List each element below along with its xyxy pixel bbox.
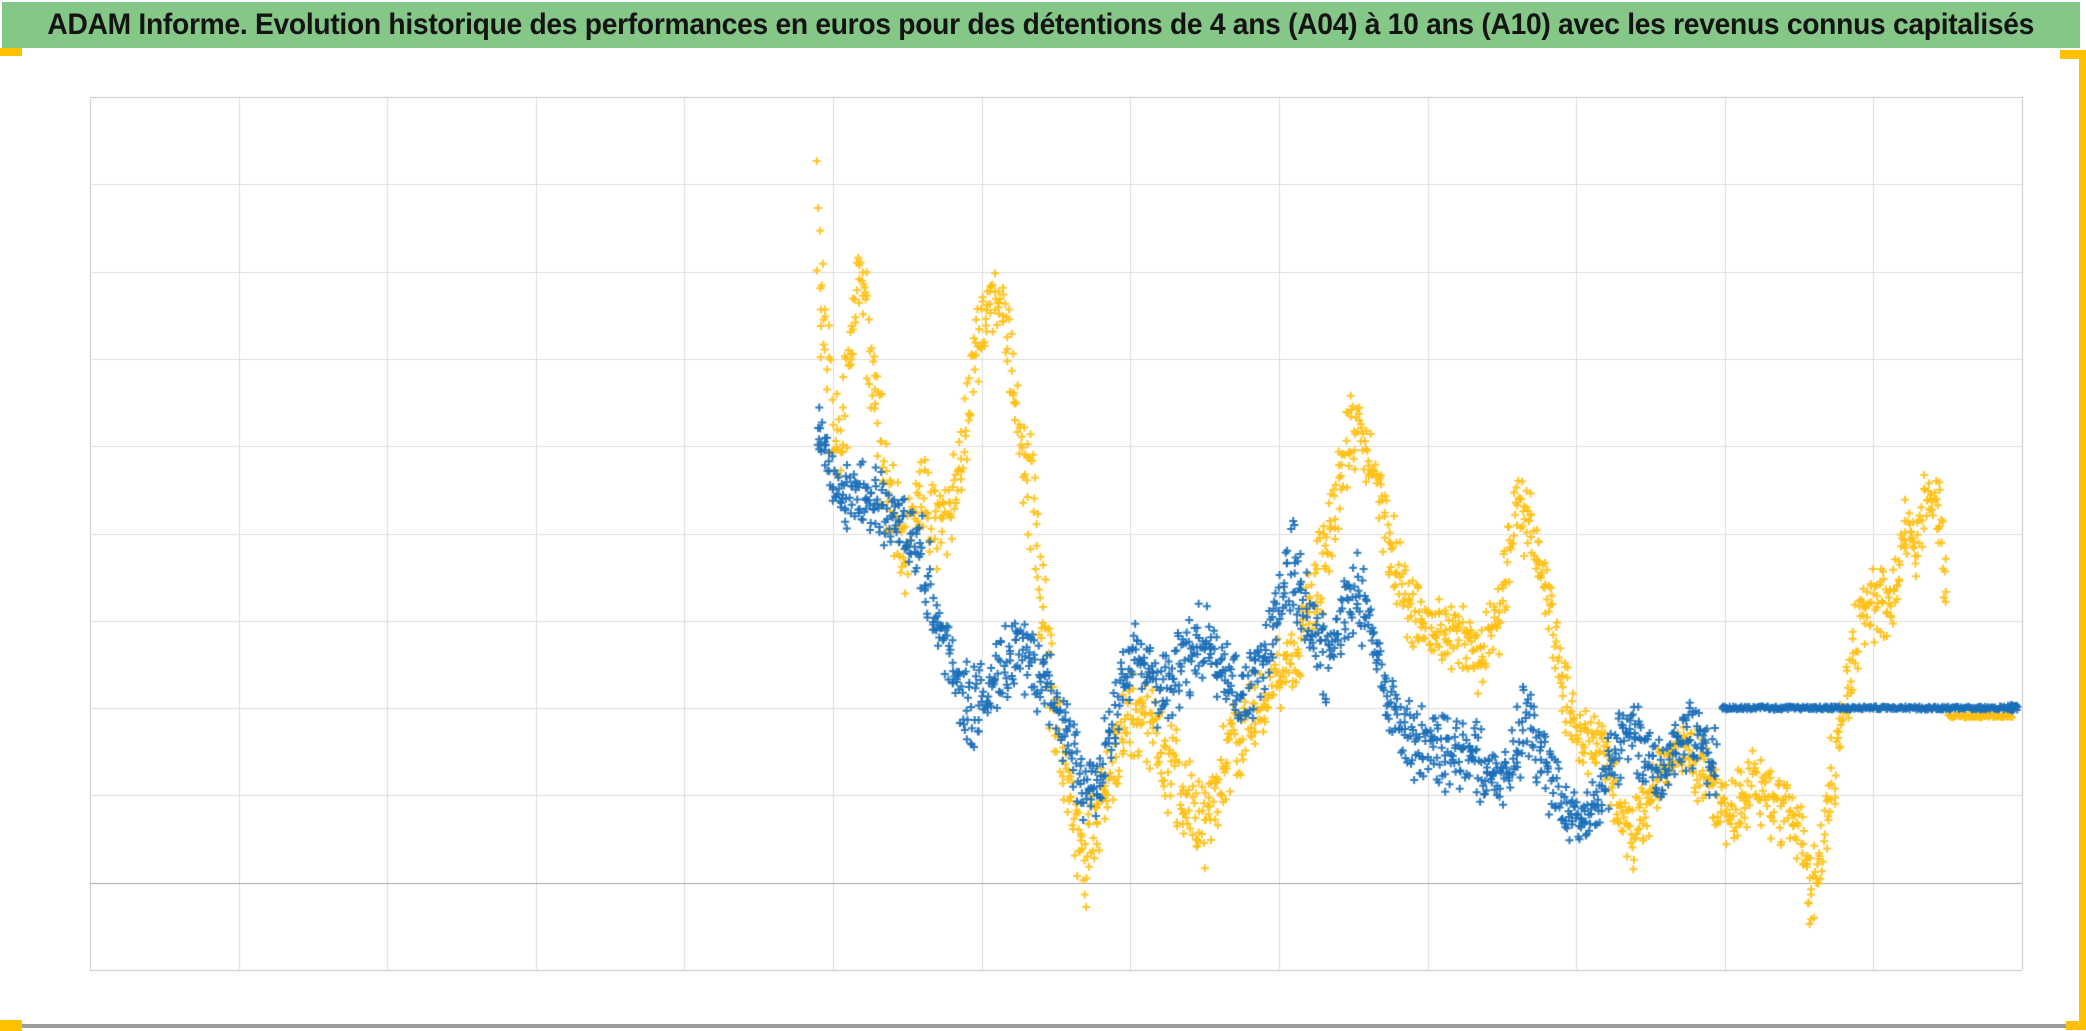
bottom-divider-line xyxy=(0,1024,2086,1028)
yellow-accent-bottom-right xyxy=(2066,1021,2086,1030)
yellow-accent-right-border xyxy=(2079,50,2086,1028)
yellow-accent-top-right-corner xyxy=(2060,50,2086,59)
yellow-accent-bottom-left xyxy=(0,1020,22,1031)
yellow-accent-top-left xyxy=(0,48,22,56)
